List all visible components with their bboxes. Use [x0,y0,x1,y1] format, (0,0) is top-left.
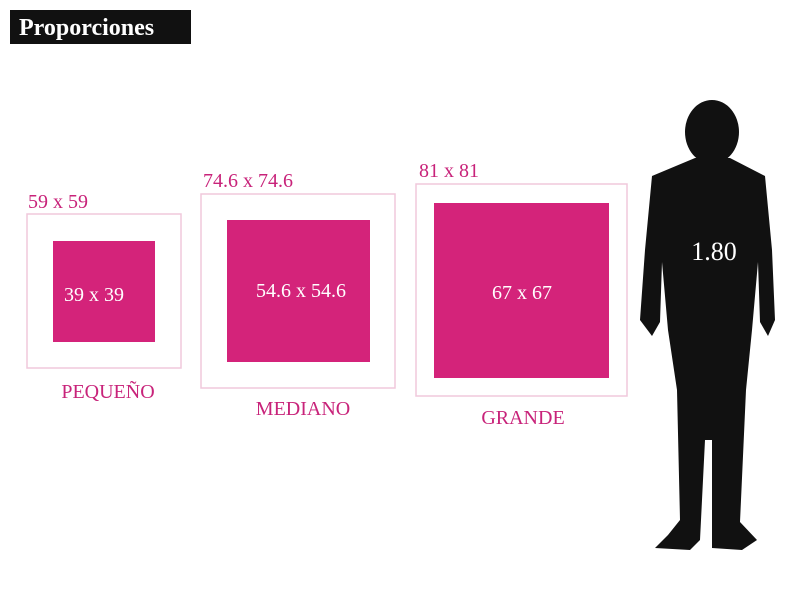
outer-frame [200,193,396,389]
title: Proporciones [19,15,154,41]
inner-square [434,203,609,378]
inner-square [53,241,155,342]
person-silhouette: 1.80 [640,100,775,550]
height-label: 1.80 [691,237,737,266]
outer-frame [415,183,628,397]
frame-small: 59 x 59 39 x 39 PEQUEÑO [26,191,182,403]
frame-medium: 74.6 x 74.6 54.6 x 54.6 MEDIANO [200,170,396,420]
outer-label: 74.6 x 74.6 [203,170,293,192]
head [685,100,739,164]
frame-large: 81 x 81 67 x 67 GRANDE [415,160,628,429]
body [640,158,775,550]
inner-label: 54.6 x 54.6 [256,280,346,302]
inner-label: 67 x 67 [492,282,552,304]
size-name: GRANDE [481,407,564,429]
size-name: MEDIANO [256,398,350,420]
outer-frame [26,213,182,369]
size-name: PEQUEÑO [61,379,154,403]
inner-square [227,220,370,362]
inner-label: 39 x 39 [64,284,124,306]
outer-label: 81 x 81 [419,160,479,182]
title-box [10,10,191,44]
outer-label: 59 x 59 [28,191,88,213]
